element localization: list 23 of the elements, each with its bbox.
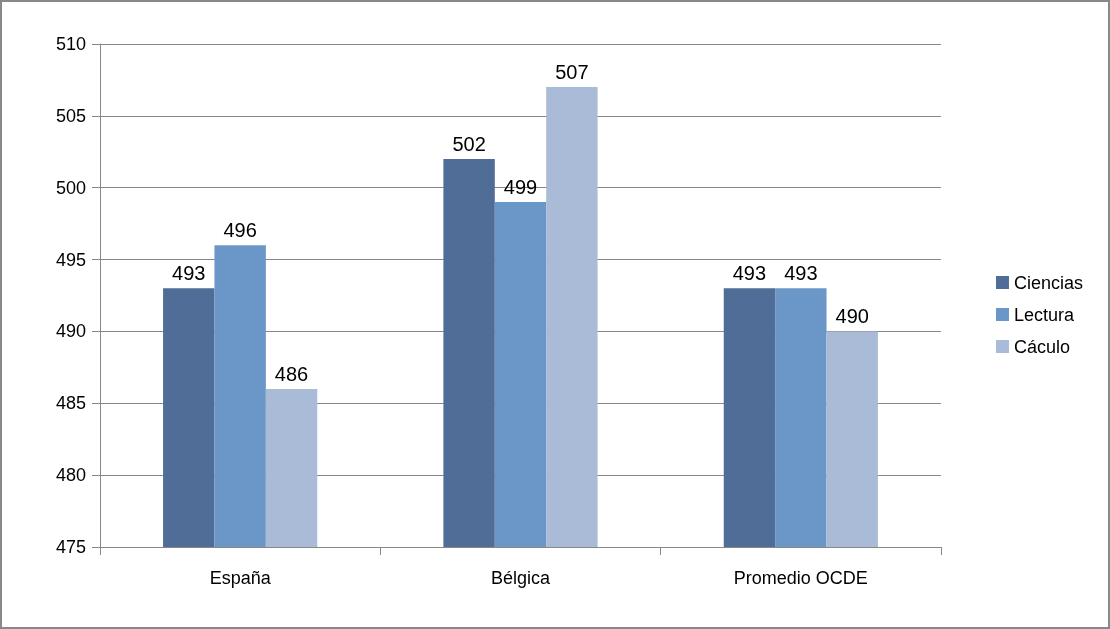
y-tick-label: 490	[55, 321, 86, 342]
legend-label: Ciencias	[1013, 272, 1083, 293]
data-label: 502	[452, 132, 486, 155]
y-tick-label: 475	[55, 537, 86, 557]
legend-label: Cáculo	[1013, 336, 1070, 357]
y-tick-label: 485	[55, 393, 86, 414]
y-tick-label: 495	[55, 249, 86, 270]
x-tick-label: Promedio OCDE	[733, 568, 868, 588]
data-label: 493	[732, 262, 767, 285]
y-tick-label: 505	[55, 105, 86, 126]
x-tick-label: España	[209, 568, 272, 588]
data-label: 486	[274, 362, 309, 385]
data-label: 499	[503, 176, 538, 199]
legend-label: Lectura	[1013, 304, 1075, 325]
data-label: 507	[555, 61, 589, 84]
x-tick-label: Bélgica	[490, 568, 551, 588]
y-tick-label: 510	[55, 34, 86, 54]
data-label: 493	[784, 262, 818, 285]
data-label: 490	[835, 305, 869, 328]
data-label: 493	[172, 262, 206, 285]
y-tick-label: 500	[55, 177, 86, 198]
y-tick-label: 480	[55, 465, 86, 486]
data-label: 496	[223, 219, 257, 242]
